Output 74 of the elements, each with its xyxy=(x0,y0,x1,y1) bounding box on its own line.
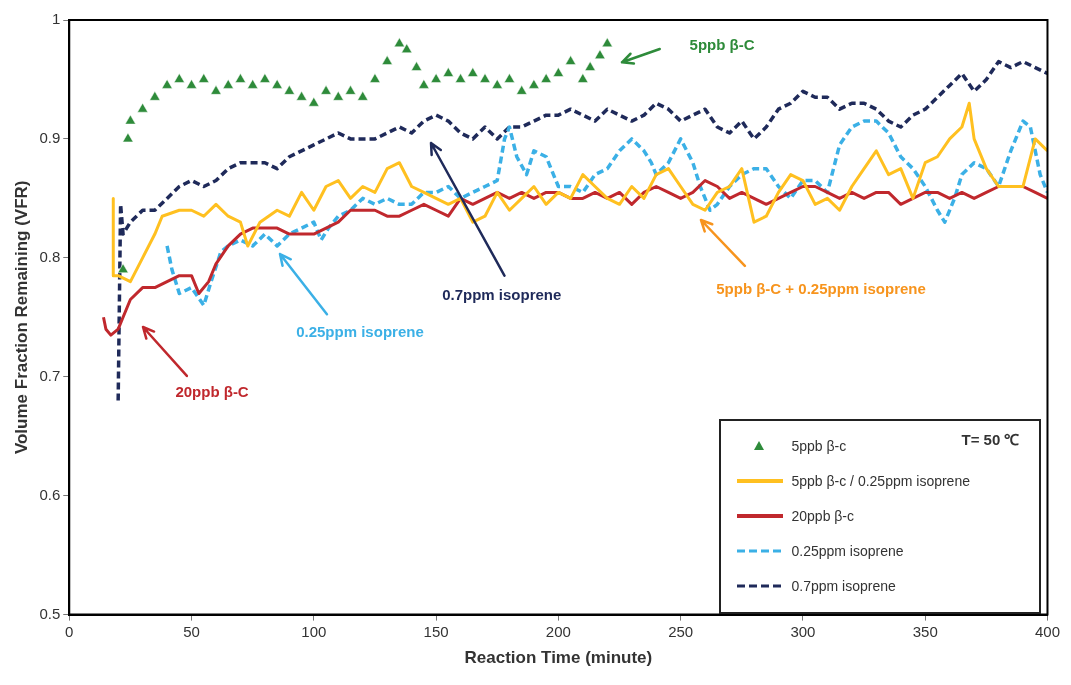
point xyxy=(455,73,466,83)
legend-label: 20ppb β-c xyxy=(791,508,855,525)
point xyxy=(235,73,246,83)
y-tick-label: 0.7 xyxy=(39,366,61,384)
point xyxy=(332,91,344,101)
point xyxy=(308,96,320,107)
point xyxy=(369,73,381,83)
point xyxy=(137,102,149,113)
point xyxy=(117,263,129,273)
y-axis-title: Volume Fraction Remaining (VFR) xyxy=(11,180,31,455)
x-tick-label: 350 xyxy=(912,622,938,640)
x-tick-label: 300 xyxy=(790,622,816,640)
point xyxy=(149,91,161,101)
x-tick-label: 200 xyxy=(545,622,571,640)
x-tick-label: 50 xyxy=(183,622,200,640)
y-tick-label: 0.9 xyxy=(39,129,61,147)
x-axis-title: Reaction Time (minute) xyxy=(464,648,653,668)
line-series xyxy=(165,119,1048,308)
point xyxy=(504,73,515,83)
point xyxy=(491,79,503,89)
annotation: 0.7ppm isoprene xyxy=(442,285,562,303)
point xyxy=(565,55,577,65)
point xyxy=(418,79,430,89)
point xyxy=(601,37,613,48)
point xyxy=(210,85,222,95)
x-tick-label: 0 xyxy=(65,622,74,640)
annotation: 5ppb β-C + 0.25ppm isoprene xyxy=(716,279,926,297)
point xyxy=(320,85,332,95)
x-tick-label: 250 xyxy=(668,622,694,640)
annotation: 0.25ppm isoprene xyxy=(296,322,424,340)
point xyxy=(430,73,442,83)
point xyxy=(552,67,564,77)
y-tick-label: 0.8 xyxy=(39,247,61,265)
point xyxy=(357,91,369,101)
point xyxy=(442,67,454,77)
annotation: 20ppb β-C xyxy=(175,382,249,400)
x-tick-label: 150 xyxy=(423,622,449,640)
point xyxy=(345,85,356,95)
point xyxy=(479,73,491,83)
point xyxy=(401,43,413,53)
point xyxy=(516,85,528,95)
point xyxy=(222,79,234,89)
point xyxy=(173,73,185,83)
legend-label: 5ppb β-c xyxy=(791,438,847,455)
annotation: T= 50 ℃ xyxy=(961,429,1020,449)
point xyxy=(198,73,210,83)
legend-label: 0.25ppm isoprene xyxy=(791,543,904,560)
point xyxy=(577,73,589,83)
point xyxy=(594,49,606,59)
point xyxy=(584,61,596,71)
point xyxy=(528,79,540,89)
point xyxy=(271,79,283,89)
point xyxy=(467,67,479,77)
point xyxy=(296,91,308,101)
point xyxy=(124,114,136,125)
point xyxy=(393,37,405,48)
y-tick-label: 0.6 xyxy=(39,485,61,503)
point xyxy=(381,55,393,65)
point xyxy=(161,79,173,89)
x-tick-label: 400 xyxy=(1034,622,1060,640)
point xyxy=(247,79,259,89)
annotation: 5ppb β-C xyxy=(689,35,755,53)
x-tick-label: 100 xyxy=(301,622,327,640)
y-tick-label: 0.5 xyxy=(39,604,61,622)
point xyxy=(259,73,271,83)
line-series xyxy=(116,59,1048,403)
point xyxy=(540,73,552,83)
y-tick-label: 1 xyxy=(51,10,61,28)
point xyxy=(186,79,197,89)
point xyxy=(122,132,134,143)
point xyxy=(283,85,295,95)
point xyxy=(411,61,422,71)
legend-label: 0.7ppm isoprene xyxy=(791,578,896,595)
legend-label: 5ppb β-c / 0.25ppm isoprene xyxy=(791,473,970,490)
